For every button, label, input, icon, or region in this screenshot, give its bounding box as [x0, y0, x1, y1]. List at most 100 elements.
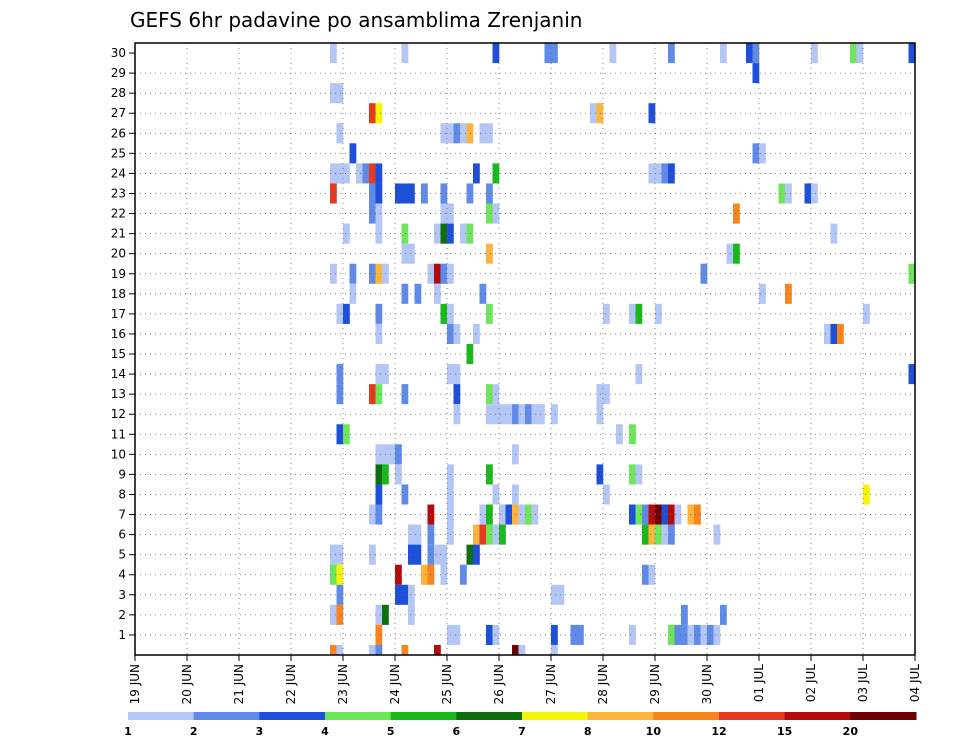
- cell-17-47: [440, 303, 448, 324]
- cell-2-42: [408, 604, 415, 625]
- cell-12-54: [486, 404, 493, 425]
- cell-26-54: [486, 123, 493, 144]
- cell-1-82: [668, 624, 675, 645]
- x-tick-label-4: 23 JUN: [336, 664, 350, 704]
- y-tick-label-1: 1: [118, 628, 126, 642]
- cell-13-36: [369, 384, 376, 405]
- cell-17-80: [655, 303, 662, 324]
- cell-21-51: [466, 223, 474, 244]
- cell-7-37: [375, 504, 383, 525]
- cell-26-50: [460, 123, 467, 144]
- cell-16-52: [473, 323, 480, 344]
- cell-layer: [330, 43, 916, 655]
- colorbar-label-3: 4: [321, 725, 329, 738]
- cell-19-30: [330, 263, 337, 284]
- cell-13-41: [401, 384, 409, 405]
- cell-23-40: [395, 183, 402, 204]
- cell-17-37: [375, 303, 383, 324]
- cell-15-51: [466, 343, 474, 365]
- colorbar-label-4: 5: [387, 725, 395, 738]
- cell-14-77: [635, 364, 643, 385]
- cell-7-56: [499, 504, 506, 525]
- cell-5-36: [369, 544, 376, 565]
- cell-24-31: [336, 163, 344, 184]
- cell-14-119: [908, 364, 916, 385]
- plot-frame: [134, 42, 916, 656]
- cell-6-52: [473, 524, 480, 545]
- cell-11-31: [336, 424, 344, 445]
- cell-23-99: [778, 183, 786, 204]
- cell-23-42: [408, 183, 415, 204]
- cell-11-74: [616, 424, 623, 445]
- cell-6-43: [414, 524, 422, 545]
- cell-2-84: [681, 604, 688, 625]
- cell-30-73: [609, 43, 617, 64]
- y-tick-label-8: 8: [118, 487, 126, 501]
- cell-30-55: [492, 43, 500, 64]
- cell-24-32: [343, 163, 350, 184]
- y-tick-label-19: 19: [111, 267, 126, 281]
- y-tick-label-30: 30: [111, 46, 126, 60]
- cell-18-96: [759, 283, 766, 304]
- x-tick-label-8: 27 JUN: [544, 664, 558, 704]
- cell-30-111: [856, 43, 864, 64]
- cell-10-39: [388, 444, 396, 465]
- y-tick-label-13: 13: [111, 387, 126, 401]
- y-tick-label-20: 20: [111, 247, 126, 261]
- cell-0-30: [330, 644, 337, 655]
- cell-6-80: [655, 524, 662, 545]
- x-tick-label-15: 04 JUL: [908, 664, 922, 702]
- cell-2-30: [330, 604, 337, 625]
- y-tick-label-25: 25: [111, 146, 126, 160]
- cell-5-42: [408, 544, 415, 565]
- cell-0-31: [336, 644, 344, 655]
- y-tick-label-3: 3: [118, 588, 126, 602]
- y-tick-label-17: 17: [111, 307, 126, 321]
- chart-title: GEFS 6hr padavine po ansamblima Zrenjani…: [130, 8, 582, 32]
- cell-24-79: [648, 163, 656, 184]
- colorbar-swatch-6: [522, 712, 589, 720]
- cell-4-31: [336, 564, 344, 585]
- cell-0-36: [369, 644, 376, 655]
- cell-12-71: [596, 404, 604, 425]
- x-axis: 19 JUN 20 JUN 21 JUN 22 JUN 23 JUN 24 JUN 25 J…: [128, 655, 922, 704]
- cell-2-31: [336, 604, 344, 625]
- cell-30-119: [908, 43, 916, 64]
- cell-26-31: [336, 123, 344, 144]
- cell-23-103: [804, 183, 812, 204]
- colorbar-label-6: 7: [518, 725, 526, 738]
- colorbar-swatch-2: [259, 712, 326, 720]
- colorbar-label-7: 8: [584, 725, 592, 738]
- cell-12-60: [525, 404, 532, 425]
- cell-21-46: [434, 223, 441, 244]
- x-tick-label-5: 24 JUN: [388, 664, 402, 704]
- cell-9-54: [486, 464, 493, 485]
- cell-7-36: [369, 504, 376, 525]
- cell-9-76: [629, 464, 636, 485]
- grid-layer: [135, 43, 915, 655]
- cell-4-44: [421, 564, 428, 585]
- y-tick-label-9: 9: [118, 467, 126, 481]
- cell-16-37: [375, 323, 383, 344]
- colorbar-label-10: 15: [777, 725, 792, 738]
- cell-4-30: [330, 564, 337, 585]
- cell-12-61: [531, 404, 539, 425]
- x-tick-label-3: 22 JUN: [284, 664, 298, 704]
- colorbar-label-2: 3: [256, 725, 264, 738]
- cell-7-77: [635, 504, 643, 525]
- cell-23-54: [486, 183, 493, 204]
- cell-13-72: [603, 384, 610, 405]
- cell-1-37: [375, 624, 383, 645]
- cell-19-46: [434, 263, 441, 284]
- cell-18-100: [785, 283, 792, 304]
- cell-24-34: [356, 163, 363, 184]
- cell-14-37: [375, 364, 383, 385]
- y-tick-label-14: 14: [111, 367, 126, 381]
- colorbar-swatch-4: [390, 712, 457, 720]
- cell-27-37: [375, 103, 383, 124]
- cell-30-82: [668, 43, 675, 64]
- cell-27-79: [648, 103, 656, 124]
- colorbar-swatch-7: [587, 712, 654, 720]
- y-tick-label-22: 22: [111, 207, 126, 221]
- colorbar-label-8: 10: [646, 725, 662, 738]
